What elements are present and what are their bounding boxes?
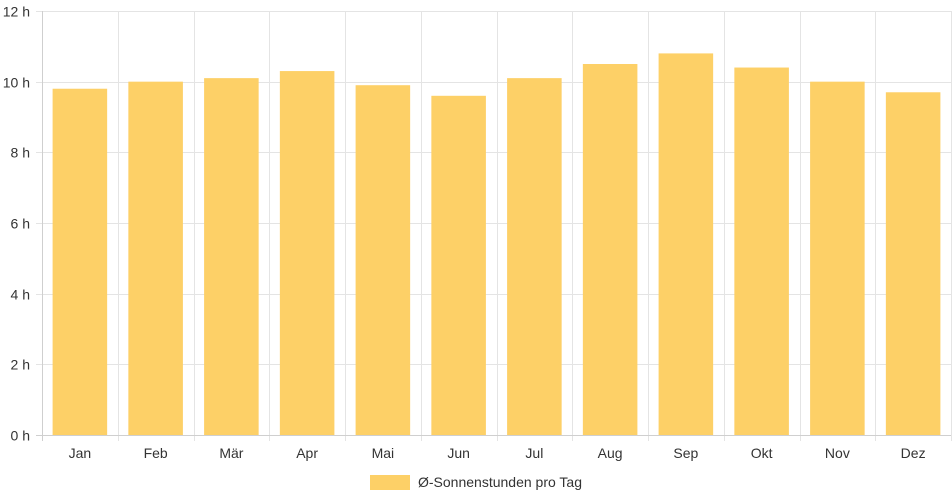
- x-tick-label: Sep: [673, 445, 698, 461]
- y-tick-label: 8 h: [11, 145, 30, 161]
- y-tick-label: 4 h: [11, 287, 30, 303]
- bar-jun[interactable]: [431, 95, 486, 436]
- bar-dez[interactable]: [885, 92, 941, 436]
- y-tick-label: 12 h: [3, 4, 30, 20]
- legend-label[interactable]: Ø-Sonnenstunden pro Tag: [418, 474, 582, 490]
- x-tick-label: Jan: [69, 445, 92, 461]
- legend[interactable]: Ø-Sonnenstunden pro Tag: [370, 474, 582, 490]
- y-tick-label: 2 h: [11, 357, 30, 373]
- x-tick-label: Aug: [598, 445, 623, 461]
- x-tick-label: Mär: [219, 445, 243, 461]
- bar-nov[interactable]: [810, 81, 865, 436]
- y-tick-label: 10 h: [3, 75, 30, 91]
- legend-swatch[interactable]: [370, 475, 410, 490]
- bar-feb[interactable]: [128, 81, 183, 436]
- x-tick-label: Nov: [825, 445, 850, 461]
- y-tick-labels: 0 h 2 h 4 h 6 h 8 h 10 h 12 h: [3, 4, 30, 444]
- x-tick-label: Mai: [372, 445, 395, 461]
- x-tick-label: Feb: [144, 445, 168, 461]
- x-tick-label: Apr: [296, 445, 318, 461]
- bar-sep[interactable]: [658, 53, 714, 436]
- bar-jul[interactable]: [507, 78, 562, 435]
- bar-okt[interactable]: [734, 67, 789, 436]
- x-tick-label: Okt: [751, 445, 773, 461]
- bar-jan[interactable]: [52, 88, 108, 435]
- x-tick-labels: Jan Feb Mär Apr Mai Jun Jul Aug Sep Okt Nov Dez: [69, 445, 926, 461]
- bar-aug[interactable]: [582, 64, 638, 435]
- x-tick-label: Jun: [447, 445, 470, 461]
- bar-mai[interactable]: [355, 85, 411, 435]
- bars: [52, 53, 941, 436]
- bar-apr[interactable]: [279, 71, 335, 436]
- y-tick-label: 6 h: [11, 216, 30, 232]
- x-tick-label: Jul: [525, 445, 543, 461]
- bar-mär[interactable]: [204, 78, 259, 435]
- x-tick-label: Dez: [901, 445, 926, 461]
- y-tick-label: 0 h: [11, 428, 30, 444]
- axes: [36, 11, 951, 441]
